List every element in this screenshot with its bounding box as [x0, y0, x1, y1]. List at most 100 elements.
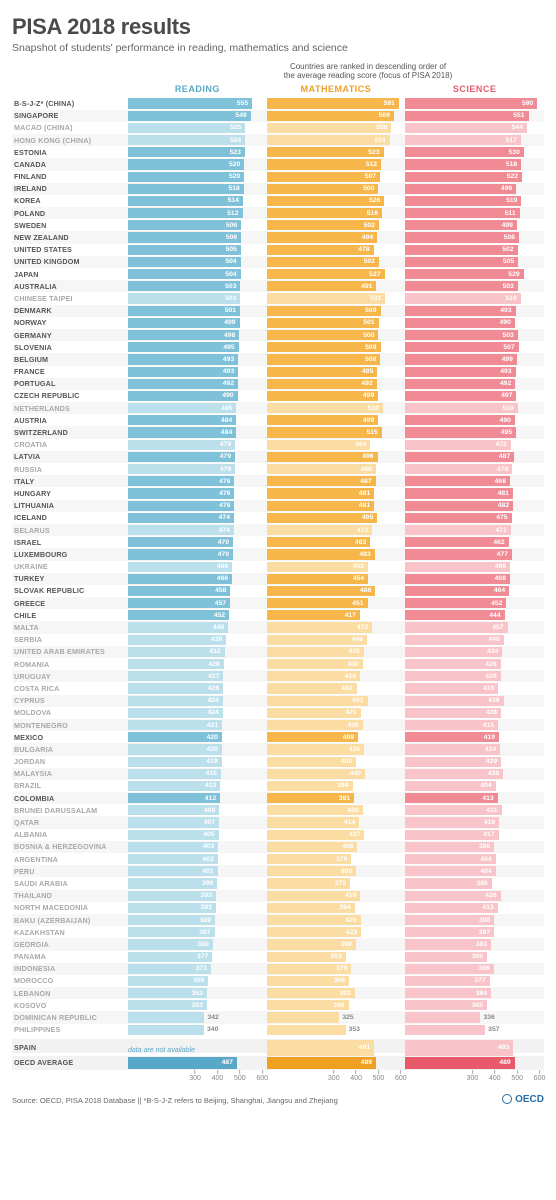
bar-value: 366 — [267, 999, 349, 1011]
country-name: BAKU (AZERBAIJAN) — [12, 916, 128, 925]
bar-cell: 591 — [267, 97, 406, 109]
bar-value: 373 — [267, 877, 350, 889]
bar-cell: 342 — [128, 1011, 267, 1023]
bar-cell: 430 — [267, 658, 406, 670]
country-name: HONG KONG (CHINA) — [12, 136, 128, 145]
bar-value: 481 — [267, 500, 375, 512]
bar-value: 428 — [128, 658, 224, 670]
bar-value: 398 — [405, 841, 494, 853]
bar-cell: 384 — [405, 987, 544, 999]
country-name: BRUNEI DARUSSALAM — [12, 806, 128, 815]
bar-cell: 466 — [128, 561, 267, 573]
bar-value: 424 — [128, 707, 223, 719]
bar-value: 418 — [267, 670, 360, 682]
bar-cell: 474 — [128, 524, 267, 536]
axis-science: 300400500600 — [405, 1070, 544, 1088]
country-name: COSTA RICA — [12, 684, 128, 693]
bar-cell: 415 — [405, 719, 544, 731]
bar-value: 448 — [128, 621, 228, 633]
country-row: PANAMA 377 353 365 — [12, 951, 544, 963]
country-row: MACAO (CHINA) 525 558 544 — [12, 122, 544, 134]
country-row: BAKU (AZERBAIJAN) 389 420 398 — [12, 914, 544, 926]
bar-value: 400 — [267, 865, 356, 877]
footer: Source: OECD, PISA 2018 Database || *B-S… — [12, 1094, 544, 1105]
bar-value: 368 — [267, 975, 349, 987]
bar-value: 472 — [267, 524, 373, 536]
bar-value: 377 — [405, 975, 489, 987]
country-name: CZECH REPUBLIC — [12, 391, 128, 400]
bar-value: 524 — [128, 134, 245, 146]
bar-value: 413 — [405, 902, 497, 914]
bar-value: 426 — [128, 682, 223, 694]
bar-cell: 527 — [267, 268, 406, 280]
bar-value: 477 — [405, 548, 512, 560]
bar-value: 426 — [405, 890, 500, 902]
bar-value: 432 — [128, 646, 225, 658]
bar-value: 476 — [128, 475, 234, 487]
country-row: UNITED ARAB EMIRATES 432 435 434 — [12, 646, 544, 658]
column-headers: READING MATHEMATICS SCIENCE — [12, 84, 544, 94]
bar-cell: 487 — [405, 451, 544, 463]
bar-value: 428 — [405, 707, 501, 719]
country-name: NORWAY — [12, 318, 128, 327]
axis-row: 300400500600 300400500600 300400500600 — [12, 1070, 544, 1088]
bar-value: 517 — [405, 134, 521, 146]
bar-cell: 487 — [128, 1056, 267, 1070]
bar-cell: 379 — [267, 853, 406, 865]
country-name: MOLDOVA — [12, 708, 128, 717]
bar-cell: 416 — [405, 682, 544, 694]
bar-value: 525 — [128, 122, 245, 134]
bar-cell: 440 — [267, 768, 406, 780]
country-name: QATAR — [12, 818, 128, 827]
bar-cell: 466 — [128, 573, 267, 585]
country-row: LEBANON 353 393 384 — [12, 987, 544, 999]
bar-value: 437 — [267, 829, 365, 841]
country-row: GERMANY 498 500 503 — [12, 329, 544, 341]
bar-cell: 499 — [267, 414, 406, 426]
country-name: AUSTRIA — [12, 416, 128, 425]
bar-value: 558 — [267, 122, 392, 134]
country-row: UNITED KINGDOM 504 502 505 — [12, 256, 544, 268]
axis-tick: 500 — [373, 1070, 385, 1082]
bar-value: 516 — [405, 292, 520, 304]
bar-cell: 518 — [405, 158, 544, 170]
bar-value: 412 — [128, 792, 220, 804]
bar-cell: 479 — [128, 439, 267, 451]
country-row: ESTONIA 523 523 530 — [12, 146, 544, 158]
country-name: BOSNIA & HERZEGOVINA — [12, 842, 128, 851]
bar-value: 458 — [128, 585, 230, 597]
country-row: SINGAPORE 549 569 551 — [12, 110, 544, 122]
country-row: CANADA 520 512 518 — [12, 158, 544, 170]
bar-value: 440 — [405, 634, 503, 646]
bar-value: 479 — [128, 463, 235, 475]
bar-value: 434 — [405, 646, 502, 658]
bar-cell: 448 — [128, 621, 267, 633]
bar-cell: 452 — [405, 597, 544, 609]
bar-cell: 506 — [128, 219, 267, 231]
country-name: FINLAND — [12, 172, 128, 181]
bar-cell: 483 — [405, 1039, 544, 1057]
country-row: DOMINICAN REPUBLIC 342 325 336 — [12, 1011, 544, 1023]
bar-value: 499 — [405, 353, 517, 365]
country-name: ALBANIA — [12, 830, 128, 839]
bar-value: 591 — [267, 97, 399, 109]
bar-value: 457 — [405, 621, 507, 633]
bar-cell: 508 — [267, 353, 406, 365]
bar-value: 502 — [267, 219, 379, 231]
bar-value: 426 — [405, 658, 500, 670]
country-name: NEW ZEALAND — [12, 233, 128, 242]
country-name: URUGUAY — [12, 672, 128, 681]
bar-value: 471 — [405, 524, 510, 536]
bar-value: 393 — [128, 902, 216, 914]
bar-cell: 569 — [267, 110, 406, 122]
bar-cell: 426 — [405, 658, 544, 670]
bar-value: 400 — [267, 756, 356, 768]
country-name: CROATIA — [12, 440, 128, 449]
country-row: DENMARK 501 509 493 — [12, 305, 544, 317]
bar-cell: 485 — [128, 402, 267, 414]
bar-value: 503 — [405, 280, 518, 292]
bar-value: 492 — [128, 378, 238, 390]
bar-value: 325 — [339, 1011, 353, 1023]
bar-cell: 481 — [267, 1039, 406, 1057]
bar-cell: 419 — [267, 890, 406, 902]
